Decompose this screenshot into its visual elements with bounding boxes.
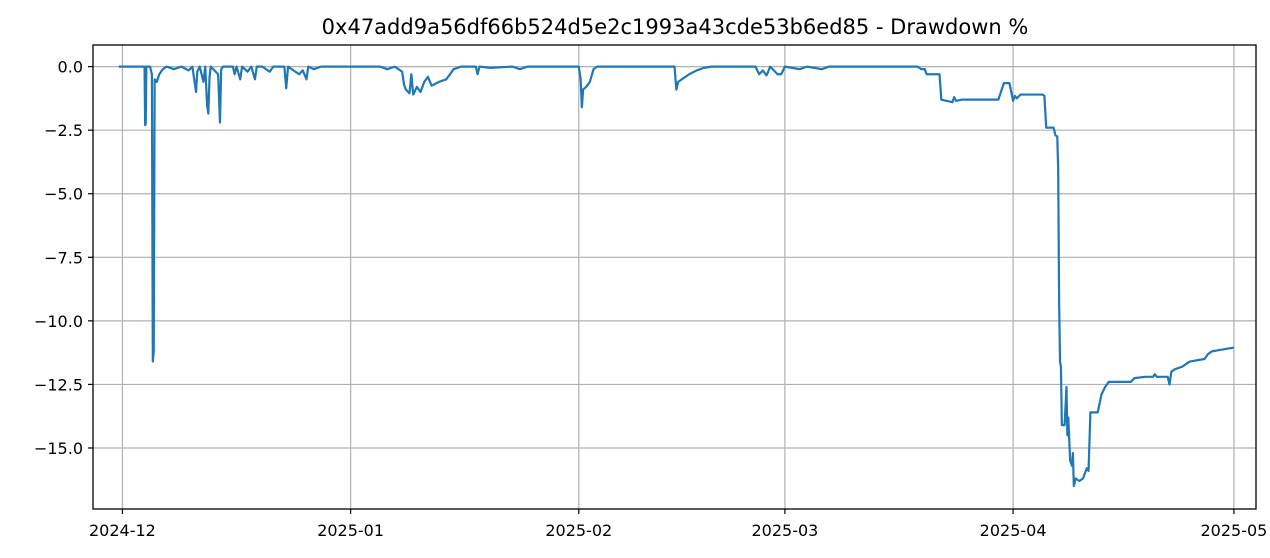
axis-ticks: 2024-12 2025-01 2025-02 2025-03 2025-04 2025-… xyxy=(34,58,1267,540)
y-tick-label: −2.5 xyxy=(44,121,83,140)
grid xyxy=(93,45,1256,509)
x-tick-label: 2025-01 xyxy=(317,521,384,540)
series-layer xyxy=(118,65,1235,488)
x-tick-label: 2024-12 xyxy=(89,521,156,540)
x-tick-label: 2025-03 xyxy=(751,521,818,540)
drawdown-series-line xyxy=(118,65,1235,488)
axes-frame xyxy=(92,44,1257,510)
y-tick-label: −10.0 xyxy=(34,312,83,331)
y-tick-label: 0.0 xyxy=(58,58,83,77)
x-tick-label: 2025-05 xyxy=(1200,521,1267,540)
y-tick-label: −15.0 xyxy=(34,439,83,458)
y-tick-label: −7.5 xyxy=(44,248,83,267)
x-tick-label: 2025-04 xyxy=(980,521,1047,540)
y-tick-label: −12.5 xyxy=(34,375,83,394)
y-tick-label: −5.0 xyxy=(44,185,83,204)
chart-title: 0x47add9a56df66b524d5e2c1993a43cde53b6ed… xyxy=(322,15,1029,39)
x-tick-label: 2025-02 xyxy=(545,521,612,540)
